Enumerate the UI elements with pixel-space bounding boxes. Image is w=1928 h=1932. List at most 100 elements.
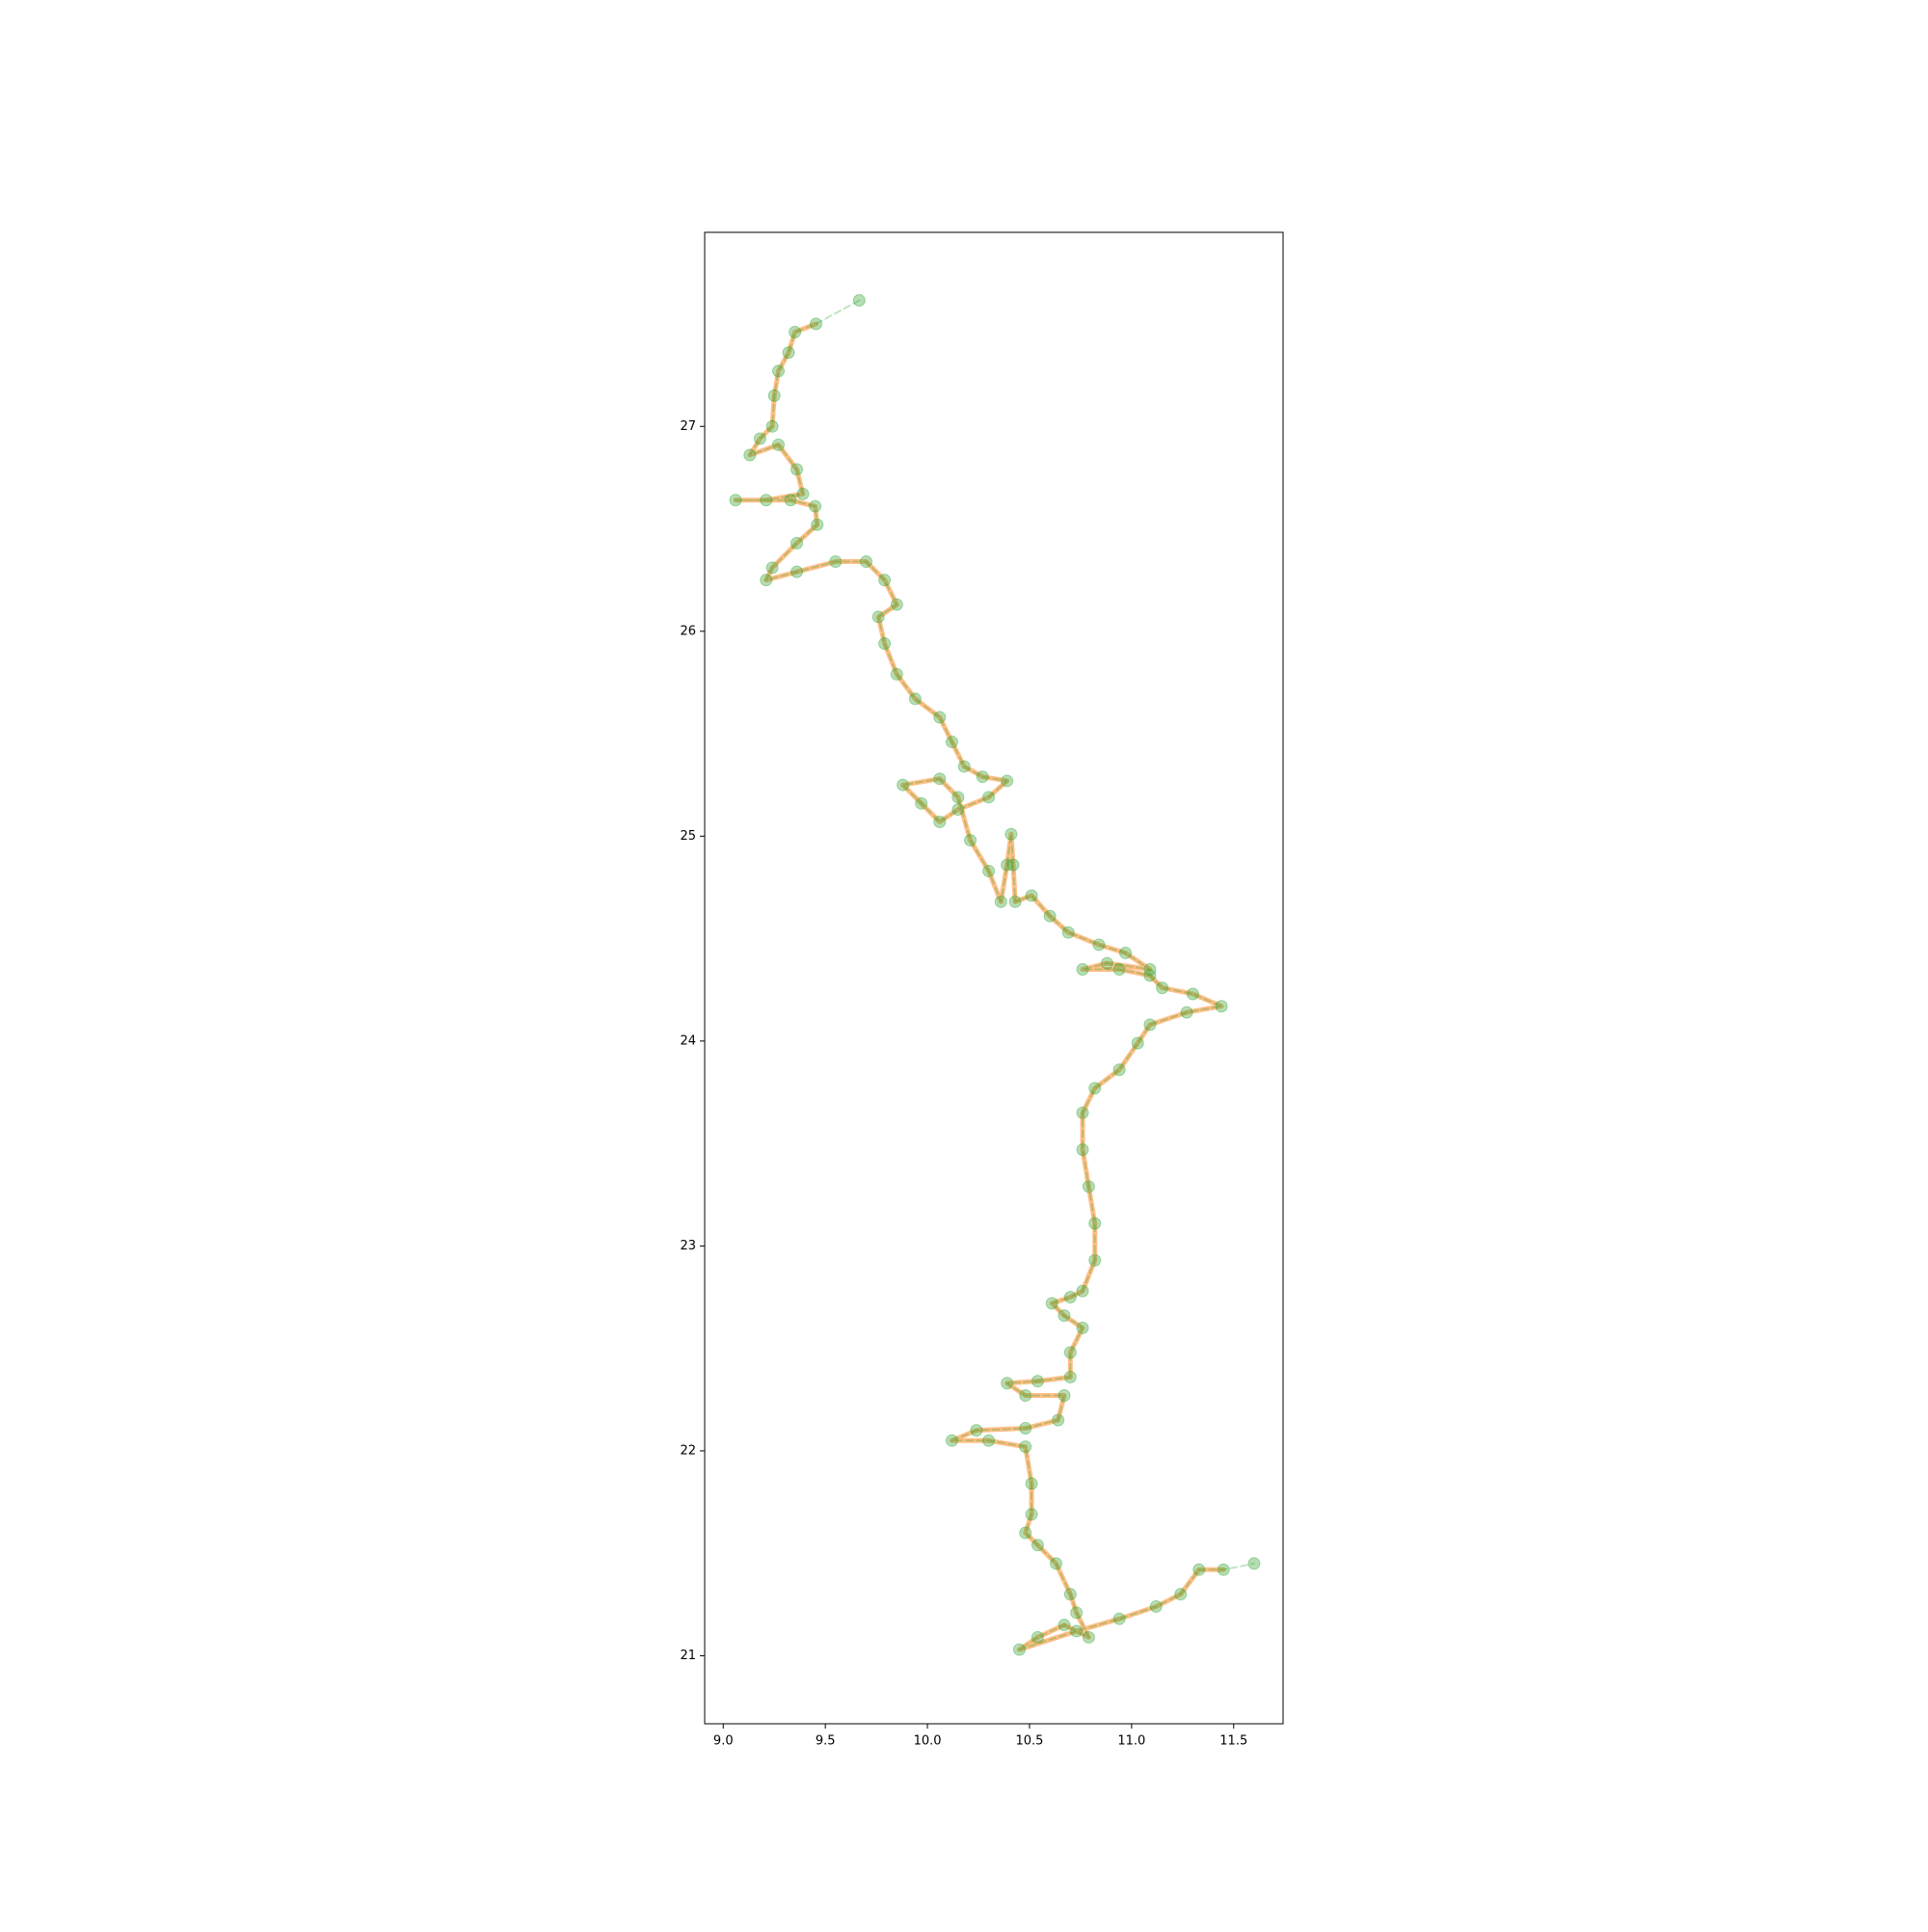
point — [743, 448, 757, 462]
point — [897, 778, 910, 792]
point — [1156, 981, 1169, 995]
y-tick-label: 22 — [680, 1443, 696, 1458]
point — [1100, 956, 1113, 970]
point — [1063, 1291, 1077, 1304]
x-tick-label: 9.5 — [816, 1734, 836, 1749]
point — [789, 326, 802, 339]
y-tick-label: 27 — [680, 419, 696, 434]
point — [771, 438, 785, 451]
point — [1043, 909, 1057, 923]
point — [1186, 987, 1199, 1001]
point — [951, 803, 965, 817]
point — [871, 610, 885, 624]
point — [784, 494, 797, 507]
point — [878, 637, 892, 651]
point — [860, 555, 873, 569]
point — [976, 770, 989, 784]
point — [1012, 1643, 1026, 1656]
point — [945, 1434, 958, 1447]
point — [1070, 1624, 1084, 1638]
point — [1076, 962, 1089, 976]
point — [933, 711, 947, 724]
point — [878, 574, 892, 587]
point — [1070, 1606, 1084, 1620]
point — [782, 346, 795, 360]
point — [1112, 1612, 1126, 1625]
point — [1149, 1599, 1163, 1613]
point — [1049, 1557, 1062, 1570]
plot-frame — [704, 231, 1284, 1725]
point — [982, 864, 996, 877]
point — [1063, 1346, 1077, 1359]
point — [1180, 1006, 1193, 1019]
point — [957, 760, 971, 773]
point — [1025, 889, 1038, 902]
x-tick-label: 9.0 — [713, 1734, 734, 1749]
point — [790, 536, 804, 550]
point — [760, 494, 773, 507]
point — [1076, 1321, 1089, 1334]
point — [1001, 858, 1014, 872]
point — [1092, 938, 1106, 952]
point — [1031, 1630, 1044, 1644]
point — [1019, 1440, 1032, 1454]
point — [1031, 1375, 1044, 1388]
point — [790, 463, 804, 476]
point — [945, 736, 958, 749]
point — [951, 791, 965, 804]
point — [760, 574, 773, 587]
point — [1088, 1217, 1102, 1230]
point — [1019, 1389, 1032, 1403]
point — [1058, 1309, 1071, 1323]
point — [890, 667, 903, 681]
point — [765, 561, 779, 575]
point — [729, 494, 742, 507]
point — [982, 791, 996, 804]
point — [1076, 1106, 1089, 1119]
point — [1025, 1477, 1038, 1490]
point — [1082, 1630, 1095, 1644]
point — [1217, 1563, 1230, 1576]
point — [1143, 969, 1157, 982]
point — [852, 294, 866, 308]
point — [1004, 827, 1018, 841]
y-tick-label: 26 — [680, 624, 696, 638]
point — [1076, 1284, 1089, 1298]
series-line — [733, 321, 1226, 1652]
point — [1174, 1588, 1188, 1601]
series-line — [735, 299, 1255, 1650]
point — [796, 487, 810, 500]
point — [1031, 1539, 1044, 1552]
point — [809, 499, 822, 513]
x-tick-label: 10.0 — [914, 1734, 942, 1749]
x-tick-label: 10.5 — [1015, 1734, 1043, 1749]
point — [1025, 1508, 1038, 1521]
point — [915, 796, 928, 810]
point — [1131, 1036, 1144, 1050]
point — [1061, 926, 1075, 939]
point — [1192, 1563, 1206, 1576]
point — [1112, 1063, 1126, 1077]
point — [933, 815, 947, 828]
x-tick-label: 11.5 — [1219, 1734, 1247, 1749]
point — [790, 565, 804, 578]
point — [1001, 1377, 1014, 1390]
point — [1058, 1619, 1071, 1632]
point — [809, 317, 822, 331]
point — [1247, 1557, 1261, 1570]
point — [1008, 895, 1022, 908]
y-tick-label: 23 — [680, 1239, 696, 1253]
y-tick-label: 25 — [680, 829, 696, 844]
point — [1006, 858, 1020, 872]
point — [982, 1434, 996, 1447]
point — [994, 895, 1007, 908]
point — [1112, 962, 1126, 976]
point — [908, 692, 922, 706]
point — [765, 419, 779, 433]
point — [1063, 1370, 1077, 1383]
point — [1019, 1526, 1032, 1540]
point — [1076, 1142, 1089, 1156]
y-tick-label: 24 — [680, 1033, 696, 1048]
point — [1001, 774, 1014, 788]
